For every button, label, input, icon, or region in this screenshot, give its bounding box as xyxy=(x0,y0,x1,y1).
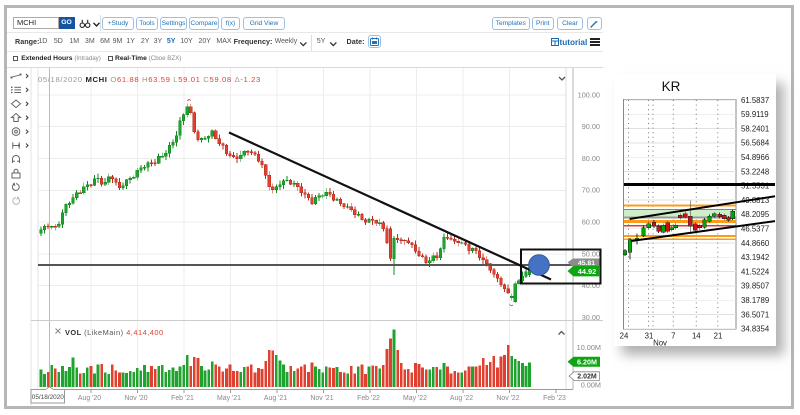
svg-text:10.00M: 10.00M xyxy=(577,342,601,351)
svg-text:Nov: Nov xyxy=(653,339,667,347)
svg-text:30.00: 30.00 xyxy=(582,312,600,321)
svg-text:24: 24 xyxy=(620,332,629,341)
svg-text:44.92: 44.92 xyxy=(578,266,597,275)
svg-text:80.00: 80.00 xyxy=(582,153,600,162)
svg-text:51.5531: 51.5531 xyxy=(741,182,769,191)
svg-text:100.00: 100.00 xyxy=(578,90,600,99)
svg-text:05/18/2020 MCHI O61.88 H63.59: 05/18/2020 MCHI O61.88 H63.59 L59.01 C59… xyxy=(38,75,261,84)
svg-text:50.00: 50.00 xyxy=(582,249,600,258)
svg-text:31: 31 xyxy=(645,332,654,341)
svg-text:36.5071: 36.5071 xyxy=(741,310,769,319)
svg-text:May '21: May '21 xyxy=(217,395,241,402)
svg-text:48.2095: 48.2095 xyxy=(741,210,770,219)
svg-text:39.8507: 39.8507 xyxy=(741,282,769,291)
svg-text:44.8660: 44.8660 xyxy=(741,239,770,248)
svg-text:58.2401: 58.2401 xyxy=(741,124,769,133)
svg-text:53.2248: 53.2248 xyxy=(741,167,769,176)
svg-text:Feb '23: Feb '23 xyxy=(543,395,566,402)
svg-text:54.8966: 54.8966 xyxy=(741,153,769,162)
svg-text:VOL (LikeMain) 4,414,400: VOL (LikeMain) 4,414,400 xyxy=(65,328,164,337)
svg-text:2.02M: 2.02M xyxy=(577,373,597,380)
svg-text:0.00M: 0.00M xyxy=(581,380,601,389)
svg-text:45.81: 45.81 xyxy=(578,260,595,267)
svg-text:61.5837: 61.5837 xyxy=(741,96,769,105)
svg-text:40.00: 40.00 xyxy=(582,281,600,290)
svg-text:Aug '22: Aug '22 xyxy=(450,395,473,402)
svg-text:38.1789: 38.1789 xyxy=(741,296,769,305)
svg-text:59.9119: 59.9119 xyxy=(741,110,769,119)
svg-text:Nov '22: Nov '22 xyxy=(496,395,519,402)
svg-text:Aug '21: Aug '21 xyxy=(264,395,287,402)
svg-text:May '22: May '22 xyxy=(403,395,427,402)
svg-text:34.8354: 34.8354 xyxy=(741,325,770,334)
svg-text:Feb '21: Feb '21 xyxy=(171,395,194,402)
svg-text:05/18/2020: 05/18/2020 xyxy=(32,393,64,400)
svg-text:21: 21 xyxy=(714,332,723,341)
svg-text:56.5684: 56.5684 xyxy=(741,139,770,148)
svg-text:46.5377: 46.5377 xyxy=(741,225,769,234)
svg-text:KR: KR xyxy=(662,79,681,94)
svg-text:Aug '20: Aug '20 xyxy=(78,395,101,402)
svg-text:90.00: 90.00 xyxy=(582,122,600,131)
svg-text:Nov '20: Nov '20 xyxy=(124,395,147,402)
svg-text:Feb '22: Feb '22 xyxy=(357,395,380,402)
svg-text:43.1942: 43.1942 xyxy=(741,253,769,262)
svg-text:6.20M: 6.20M xyxy=(577,357,597,366)
svg-text:60.00: 60.00 xyxy=(582,217,600,226)
svg-text:14: 14 xyxy=(692,332,701,341)
svg-text:41.5224: 41.5224 xyxy=(741,267,770,276)
svg-text:7: 7 xyxy=(671,332,675,341)
svg-text:70.00: 70.00 xyxy=(582,185,600,194)
svg-text:Nov '21: Nov '21 xyxy=(310,395,333,402)
